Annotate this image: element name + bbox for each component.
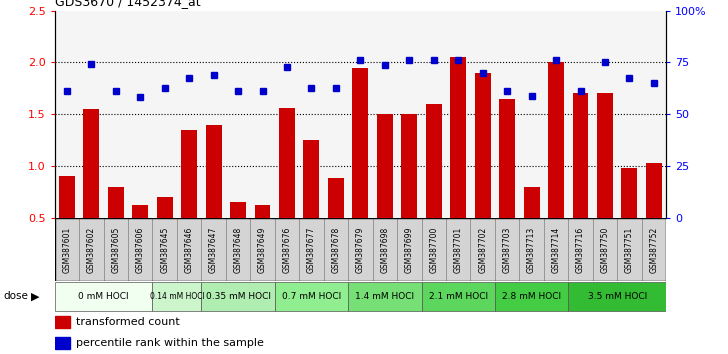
Bar (202, 218, 226, 281)
Bar (348, 218, 373, 281)
Bar (304, 140, 320, 269)
Bar (352, 68, 368, 269)
Bar (495, 218, 519, 281)
Text: GSM387679: GSM387679 (356, 226, 365, 273)
Bar (544, 218, 569, 281)
Bar (593, 218, 617, 281)
Text: transformed count: transformed count (76, 317, 180, 327)
Bar (569, 282, 666, 311)
Bar (324, 218, 348, 281)
Bar (446, 218, 470, 281)
Bar (152, 218, 177, 281)
Bar (475, 73, 491, 269)
Bar (569, 218, 593, 281)
Bar (548, 62, 564, 269)
Bar (519, 218, 544, 281)
Text: 3.5 mM HOCl: 3.5 mM HOCl (587, 292, 646, 301)
Bar (177, 218, 202, 281)
Text: GSM387750: GSM387750 (601, 226, 609, 273)
Bar (55, 282, 152, 311)
Bar (274, 282, 348, 311)
Text: 1.4 mM HOCl: 1.4 mM HOCl (355, 292, 414, 301)
Text: 2.1 mM HOCl: 2.1 mM HOCl (429, 292, 488, 301)
Bar (299, 218, 324, 281)
Text: GSM387751: GSM387751 (625, 227, 634, 273)
Bar (279, 108, 295, 269)
Text: GSM387676: GSM387676 (282, 226, 291, 273)
Text: GSM387649: GSM387649 (258, 226, 267, 273)
Bar (646, 163, 662, 269)
Bar (79, 218, 103, 281)
Bar (422, 218, 446, 281)
Bar (128, 218, 152, 281)
Bar (255, 205, 271, 269)
Bar (205, 125, 221, 269)
Bar (523, 187, 539, 269)
Bar (181, 130, 197, 269)
Bar (470, 218, 495, 281)
Text: GSM387647: GSM387647 (209, 226, 218, 273)
Bar (226, 218, 250, 281)
Text: 0.35 mM HOCl: 0.35 mM HOCl (205, 292, 271, 301)
Bar (572, 93, 588, 269)
Bar (499, 99, 515, 269)
Bar (55, 337, 70, 349)
Bar (59, 176, 75, 269)
Text: GSM387699: GSM387699 (405, 226, 414, 273)
Bar (55, 218, 79, 281)
Bar (401, 114, 417, 269)
Bar (83, 109, 99, 269)
Text: percentile rank within the sample: percentile rank within the sample (76, 338, 264, 348)
Bar (397, 218, 422, 281)
Bar (348, 282, 422, 311)
Text: GSM387645: GSM387645 (160, 226, 169, 273)
Text: 0.14 mM HOCl: 0.14 mM HOCl (149, 292, 205, 301)
Bar (373, 218, 397, 281)
Text: ▶: ▶ (31, 291, 40, 302)
Text: 0.7 mM HOCl: 0.7 mM HOCl (282, 292, 341, 301)
Bar (422, 282, 495, 311)
Text: GSM387646: GSM387646 (185, 226, 194, 273)
Text: GSM387716: GSM387716 (576, 227, 585, 273)
Text: dose: dose (4, 291, 28, 302)
Bar (377, 114, 393, 269)
Text: 0 mM HOCl: 0 mM HOCl (78, 292, 129, 301)
Text: GSM387606: GSM387606 (135, 226, 145, 273)
Text: GSM387602: GSM387602 (87, 227, 96, 273)
Bar (132, 205, 149, 269)
Bar (450, 57, 466, 269)
Text: GSM387713: GSM387713 (527, 227, 536, 273)
Text: GSM387703: GSM387703 (502, 226, 512, 273)
Bar (202, 282, 274, 311)
Bar (274, 218, 299, 281)
Bar (328, 178, 344, 269)
Bar (617, 218, 641, 281)
Text: GSM387714: GSM387714 (552, 227, 561, 273)
Bar (641, 218, 666, 281)
Bar (55, 316, 70, 328)
Text: GSM387700: GSM387700 (430, 226, 438, 273)
Bar (495, 282, 569, 311)
Text: GSM387605: GSM387605 (111, 226, 120, 273)
Bar (152, 282, 202, 311)
Text: 2.8 mM HOCl: 2.8 mM HOCl (502, 292, 561, 301)
Text: GSM387701: GSM387701 (454, 227, 463, 273)
Bar (108, 187, 124, 269)
Bar (230, 202, 246, 269)
Text: GSM387648: GSM387648 (234, 227, 242, 273)
Bar (597, 93, 613, 269)
Text: GSM387698: GSM387698 (380, 227, 389, 273)
Text: GSM387601: GSM387601 (63, 227, 71, 273)
Text: GSM387677: GSM387677 (307, 226, 316, 273)
Bar (157, 197, 173, 269)
Bar (250, 218, 274, 281)
Text: GSM387678: GSM387678 (331, 227, 341, 273)
Text: GSM387752: GSM387752 (649, 227, 658, 273)
Text: GSM387702: GSM387702 (478, 227, 487, 273)
Bar (103, 218, 128, 281)
Text: GDS3670 / 1452374_at: GDS3670 / 1452374_at (55, 0, 200, 8)
Bar (622, 168, 638, 269)
Bar (426, 104, 442, 269)
